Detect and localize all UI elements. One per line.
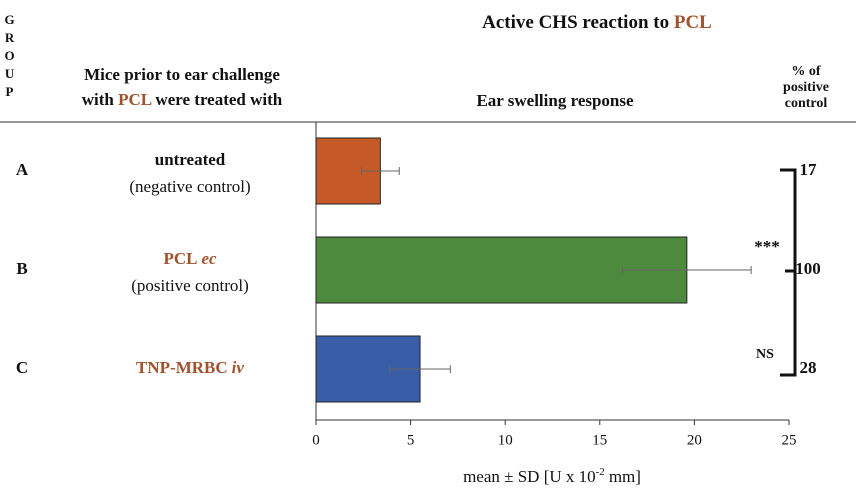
treatment: untreated (155, 150, 226, 169)
percent-header: control (785, 96, 828, 111)
x-tick-label: 10 (498, 432, 513, 448)
treatment-name: untreated (155, 150, 226, 169)
treatment-qualifier: iv (232, 358, 245, 377)
x-axis-label: mean ± SD [U x 10-2 mm] (463, 466, 641, 486)
header-part: with (82, 90, 115, 109)
xlabel-part: mm] (609, 467, 641, 486)
significance: NS (756, 347, 774, 362)
title-text: Active CHS reaction to (482, 12, 669, 33)
response-header: Ear swelling response (476, 91, 634, 110)
header-part: were treated with (155, 90, 282, 109)
x-tick-label: 20 (687, 432, 702, 448)
error-bar (389, 365, 451, 373)
significance: *** (754, 237, 780, 256)
x-tick-label: 25 (782, 432, 797, 448)
percent: 28 (800, 358, 817, 377)
header-highlight: PCL (118, 90, 152, 109)
treatment: TNP-MRBC iv (136, 358, 244, 377)
treatment-note: (positive control) (131, 276, 249, 295)
percent: 100 (795, 259, 821, 278)
xlabel-part: mean ± SD [U x 10 (463, 467, 596, 486)
percent: 17 (800, 160, 818, 179)
error-bar (622, 266, 752, 274)
group-label: A (16, 160, 29, 179)
bracket (780, 168, 797, 377)
treatment-qualifier: ec (201, 249, 217, 268)
group-label: B (16, 259, 27, 278)
x-tick-label: 0 (312, 432, 320, 448)
treatment-header: with PCL were treated with (82, 90, 283, 109)
treatment-name: PCL (163, 249, 197, 268)
treatment-note: (negative control) (129, 177, 250, 196)
title-highlight: PCL (674, 12, 712, 33)
xlabel-sup: -2 (596, 466, 605, 478)
treatment-name: TNP-MRBC (136, 358, 228, 377)
group-label: C (16, 358, 28, 377)
treatment: PCL ec (163, 249, 217, 268)
percent-header: positive (783, 80, 829, 95)
treatment-header: Mice prior to ear challenge (84, 65, 280, 84)
chart-title: Active CHS reaction to PCL (482, 12, 712, 33)
group-header: GROUP (2, 12, 17, 102)
error-bar (360, 167, 400, 175)
x-tick-label: 15 (592, 432, 607, 448)
percent-header: % of (791, 64, 821, 79)
x-tick-label: 5 (407, 432, 415, 448)
